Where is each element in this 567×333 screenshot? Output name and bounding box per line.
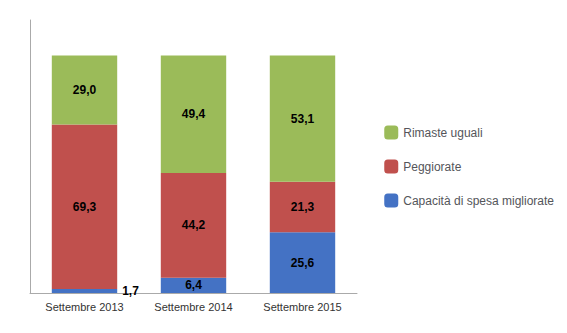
svg-text:Settembre 2013: Settembre 2013 xyxy=(45,301,123,313)
svg-text:Capacità di spesa migliorate: Capacità di spesa migliorate xyxy=(403,194,554,208)
svg-text:44,2: 44,2 xyxy=(182,218,206,232)
svg-text:Rimaste uguali: Rimaste uguali xyxy=(403,126,482,140)
svg-text:1,7: 1,7 xyxy=(122,284,139,298)
svg-text:49,4: 49,4 xyxy=(182,107,206,121)
svg-text:53,1: 53,1 xyxy=(291,112,315,126)
svg-text:21,3: 21,3 xyxy=(291,200,315,214)
svg-text:69,3: 69,3 xyxy=(73,200,97,214)
svg-text:Peggiorate: Peggiorate xyxy=(403,160,461,174)
svg-text:Settembre 2014: Settembre 2014 xyxy=(154,301,232,313)
svg-text:25,6: 25,6 xyxy=(291,256,315,270)
svg-text:6,4: 6,4 xyxy=(185,278,202,292)
svg-text:Settembre 2015: Settembre 2015 xyxy=(263,301,341,313)
svg-text:29,0: 29,0 xyxy=(73,83,97,97)
